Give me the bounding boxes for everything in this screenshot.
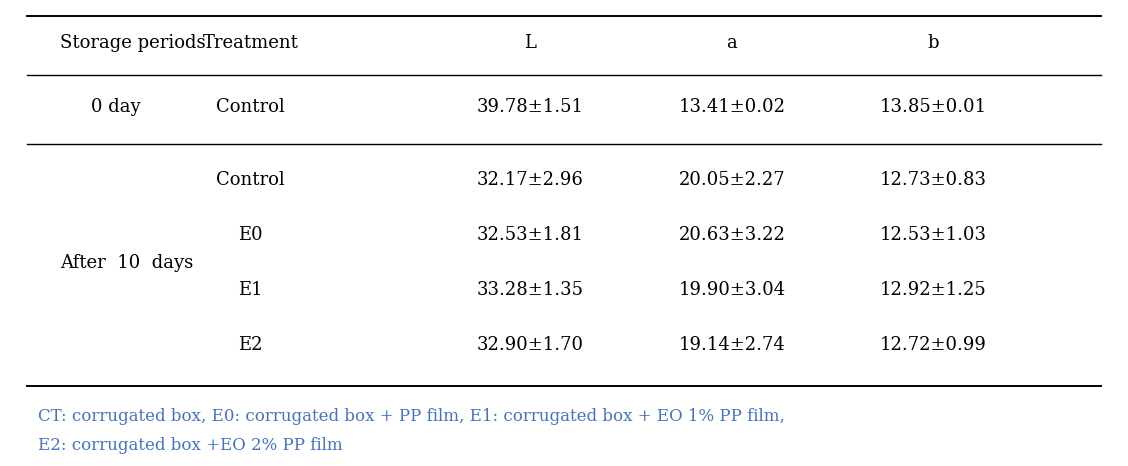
- Text: E2: corrugated box +EO 2% PP film: E2: corrugated box +EO 2% PP film: [37, 437, 343, 454]
- Text: 19.90±3.04: 19.90±3.04: [678, 281, 785, 299]
- Text: After  10  days: After 10 days: [60, 254, 193, 272]
- Text: 12.92±1.25: 12.92±1.25: [880, 281, 987, 299]
- Text: E1: E1: [238, 281, 263, 299]
- Text: 12.73±0.83: 12.73±0.83: [880, 171, 987, 189]
- Text: CT: corrugated box, E0: corrugated box + PP film, E1: corrugated box + EO 1% PP : CT: corrugated box, E0: corrugated box +…: [37, 408, 785, 425]
- Text: 13.41±0.02: 13.41±0.02: [678, 98, 785, 116]
- Text: 20.63±3.22: 20.63±3.22: [679, 226, 785, 244]
- Text: b: b: [927, 34, 940, 52]
- Text: 32.17±2.96: 32.17±2.96: [477, 171, 584, 189]
- Text: 32.90±1.70: 32.90±1.70: [477, 336, 584, 354]
- Text: 13.85±0.01: 13.85±0.01: [880, 98, 987, 116]
- Text: E2: E2: [238, 336, 263, 354]
- Text: L: L: [525, 34, 536, 52]
- Text: 12.72±0.99: 12.72±0.99: [880, 336, 987, 354]
- Text: 19.14±2.74: 19.14±2.74: [679, 336, 785, 354]
- Text: 33.28±1.35: 33.28±1.35: [477, 281, 584, 299]
- Text: Control: Control: [217, 98, 285, 116]
- Text: 12.53±1.03: 12.53±1.03: [880, 226, 987, 244]
- Text: a: a: [726, 34, 738, 52]
- Text: 20.05±2.27: 20.05±2.27: [679, 171, 785, 189]
- Text: Control: Control: [217, 171, 285, 189]
- Text: 32.53±1.81: 32.53±1.81: [477, 226, 584, 244]
- Text: E0: E0: [238, 226, 263, 244]
- Text: 39.78±1.51: 39.78±1.51: [477, 98, 584, 116]
- Text: Storage periods: Storage periods: [60, 34, 205, 52]
- Text: 0 day: 0 day: [91, 98, 141, 116]
- Text: Treatment: Treatment: [203, 34, 299, 52]
